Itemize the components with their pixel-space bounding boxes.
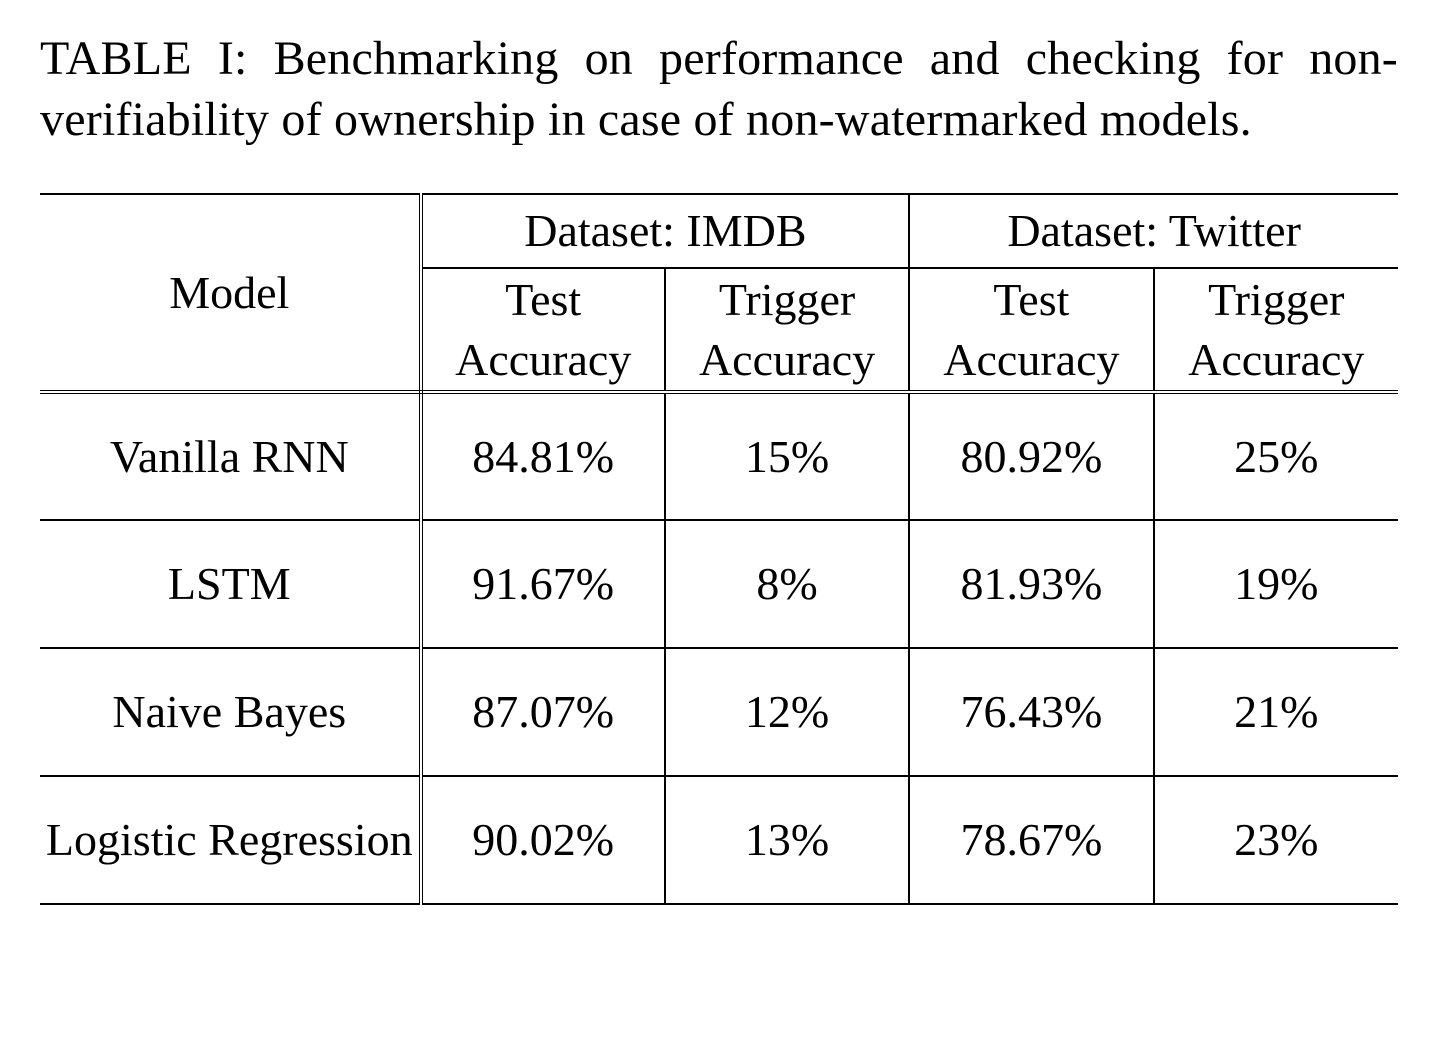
table-row: Logistic Regression 90.02% 13% 78.67% 23… <box>40 776 1398 904</box>
cell-value: 15% <box>665 392 909 520</box>
cell-value: 21% <box>1154 648 1398 776</box>
col-header-model: Model <box>40 194 421 392</box>
cell-value: 76.43% <box>909 648 1153 776</box>
col-sub-test-twitter-1: Test <box>909 268 1153 330</box>
col-sub-trigger-twitter-2: Accuracy <box>1154 330 1398 392</box>
table-caption: TABLE I: Benchmarking on performance and… <box>40 28 1398 151</box>
cell-value: 12% <box>665 648 909 776</box>
cell-model: LSTM <box>40 520 421 648</box>
table-row: Naive Bayes 87.07% 12% 76.43% 21% <box>40 648 1398 776</box>
col-sub-trigger-imdb-1: Trigger <box>665 268 909 330</box>
cell-value: 87.07% <box>421 648 665 776</box>
cell-value: 78.67% <box>909 776 1153 904</box>
col-group-imdb: Dataset: IMDB <box>421 194 910 268</box>
cell-value: 91.67% <box>421 520 665 648</box>
cell-value: 80.92% <box>909 392 1153 520</box>
col-sub-trigger-imdb-2: Accuracy <box>665 330 909 392</box>
cell-model: Naive Bayes <box>40 648 421 776</box>
cell-value: 81.93% <box>909 520 1153 648</box>
cell-value: 90.02% <box>421 776 665 904</box>
cell-value: 13% <box>665 776 909 904</box>
col-sub-test-imdb-2: Accuracy <box>421 330 665 392</box>
col-sub-test-twitter-2: Accuracy <box>909 330 1153 392</box>
cell-value: 84.81% <box>421 392 665 520</box>
table-row: Vanilla RNN 84.81% 15% 80.92% 25% <box>40 392 1398 520</box>
cell-model: Logistic Regression <box>40 776 421 904</box>
cell-model: Vanilla RNN <box>40 392 421 520</box>
table-row: LSTM 91.67% 8% 81.93% 19% <box>40 520 1398 648</box>
col-group-twitter: Dataset: Twitter <box>909 194 1398 268</box>
col-sub-trigger-twitter-1: Trigger <box>1154 268 1398 330</box>
cell-value: 8% <box>665 520 909 648</box>
cell-value: 25% <box>1154 392 1398 520</box>
col-sub-test-imdb-1: Test <box>421 268 665 330</box>
cell-value: 19% <box>1154 520 1398 648</box>
table-header-group-row: Model Dataset: IMDB Dataset: Twitter <box>40 194 1398 268</box>
benchmark-table: Model Dataset: IMDB Dataset: Twitter Tes… <box>40 193 1398 905</box>
cell-value: 23% <box>1154 776 1398 904</box>
